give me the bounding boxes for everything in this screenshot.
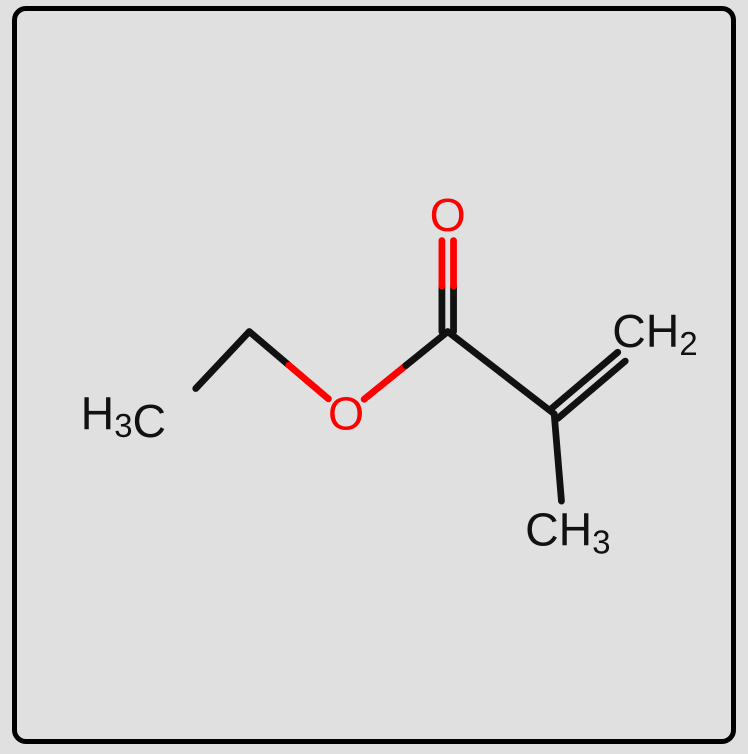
atom-label-o_dbl: O [430,189,466,241]
bond-segment [448,332,501,373]
bond-segment [223,332,250,360]
bond-segment [196,360,223,388]
atom-label-ch2: CH2 [612,305,697,362]
bond-segment [501,373,554,414]
bond-segment [364,365,406,399]
bond-segment [554,414,558,458]
atom-label-o_ether: O [328,387,364,439]
atom-label-c1: H3C [81,387,166,447]
atom-label-ch3: CH3 [525,504,610,561]
diagram-frame: H3C O O CH2 CH3 [12,6,736,744]
bond-segment [289,365,329,399]
bond-segment [406,332,448,366]
bond-segment [558,457,562,501]
chemical-structure-svg: H3C O O CH2 CH3 [17,11,741,749]
bond-segment [550,381,584,410]
bond-segment [558,390,592,419]
bond-segment [249,332,289,366]
bond-segment [592,361,626,390]
